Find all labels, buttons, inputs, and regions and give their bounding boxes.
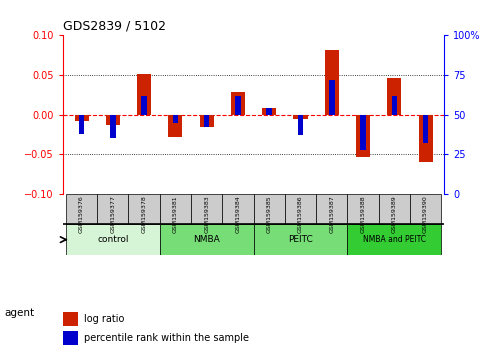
Text: NMBA and PEITC: NMBA and PEITC <box>363 235 426 244</box>
Bar <box>222 194 254 224</box>
Bar <box>172 115 178 122</box>
Text: log ratio: log ratio <box>84 314 125 324</box>
Text: PEITC: PEITC <box>288 235 313 244</box>
Bar <box>235 96 241 115</box>
Text: GSM159377: GSM159377 <box>110 195 115 233</box>
Bar <box>199 115 213 126</box>
Text: GDS2839 / 5102: GDS2839 / 5102 <box>63 20 166 33</box>
Bar <box>66 194 97 224</box>
Text: NMBA: NMBA <box>193 235 220 244</box>
Bar <box>204 115 210 127</box>
Bar <box>79 115 85 134</box>
Bar <box>325 50 339 115</box>
Text: percentile rank within the sample: percentile rank within the sample <box>84 333 249 343</box>
Text: GSM159383: GSM159383 <box>204 195 209 233</box>
Bar <box>379 194 410 224</box>
Bar <box>66 224 160 255</box>
Bar <box>419 115 433 162</box>
Bar <box>347 224 441 255</box>
Text: GSM159386: GSM159386 <box>298 195 303 233</box>
Bar <box>63 331 78 345</box>
Bar <box>142 96 147 115</box>
Bar <box>110 115 115 138</box>
Text: GSM159381: GSM159381 <box>173 195 178 233</box>
Bar <box>387 78 401 115</box>
Text: control: control <box>97 235 128 244</box>
Bar <box>128 194 160 224</box>
Bar <box>316 194 347 224</box>
Bar <box>106 115 120 125</box>
Bar <box>329 80 335 115</box>
Bar <box>423 115 428 143</box>
Bar <box>392 96 397 115</box>
Bar <box>74 115 88 121</box>
Bar <box>63 312 78 326</box>
Bar <box>356 115 370 158</box>
Bar <box>160 224 254 255</box>
Bar <box>347 194 379 224</box>
Text: agent: agent <box>5 308 35 318</box>
Text: GSM159385: GSM159385 <box>267 195 272 233</box>
Bar <box>97 194 128 224</box>
Text: GSM159384: GSM159384 <box>235 195 241 233</box>
Bar <box>160 194 191 224</box>
Text: GSM159390: GSM159390 <box>423 195 428 233</box>
Text: GSM159376: GSM159376 <box>79 195 84 233</box>
Bar <box>285 194 316 224</box>
Text: GSM159387: GSM159387 <box>329 195 334 233</box>
Bar <box>360 115 366 149</box>
Bar <box>298 115 303 135</box>
Bar <box>231 92 245 115</box>
Bar <box>169 115 183 137</box>
Text: GSM159378: GSM159378 <box>142 195 147 233</box>
Bar <box>410 194 441 224</box>
Bar <box>254 224 347 255</box>
Bar <box>267 108 272 115</box>
Bar <box>191 194 222 224</box>
Text: GSM159388: GSM159388 <box>360 195 366 233</box>
Bar <box>137 74 151 115</box>
Text: GSM159389: GSM159389 <box>392 195 397 233</box>
Bar <box>254 194 285 224</box>
Bar <box>294 115 308 119</box>
Bar <box>262 108 276 115</box>
